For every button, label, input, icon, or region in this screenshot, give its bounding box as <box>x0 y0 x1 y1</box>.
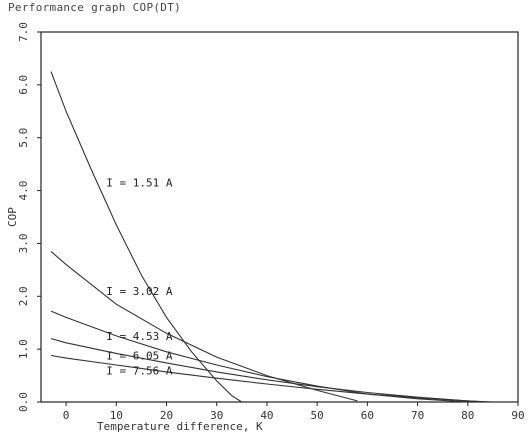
series-label-4: I = 6.05 A <box>106 349 173 362</box>
x-tick-label: 60 <box>361 409 374 422</box>
y-tick-label: 0.0 <box>17 392 30 412</box>
x-tick-label: 70 <box>411 409 424 422</box>
y-axis-label: COP <box>6 207 19 227</box>
chart-title: Performance graph COP(DT) <box>8 1 181 14</box>
x-tick-label: 30 <box>210 409 223 422</box>
series-label-1: I = 1.51 A <box>106 177 173 190</box>
y-tick-label: 1.0 <box>17 339 30 359</box>
y-tick-label: 4.0 <box>17 181 30 201</box>
x-axis: 0 10 20 30 40 50 60 70 80 90 <box>63 402 525 422</box>
series-label-3: I = 4.53 A <box>106 330 173 343</box>
x-tick-label: 50 <box>311 409 324 422</box>
y-axis: 0.0 1.0 2.0 3.0 4.0 5.0 6.0 7.0 <box>17 22 41 412</box>
x-tick-label: 90 <box>511 409 524 422</box>
x-tick-label: 10 <box>110 409 123 422</box>
x-tick-label: 40 <box>260 409 273 422</box>
series-labels: I = 1.51 A I = 3.02 A I = 4.53 A I = 6.05 A… <box>106 177 173 378</box>
series-label-5: I = 7.56 A <box>106 364 173 377</box>
series-line-2 <box>50 250 358 402</box>
series-line-1 <box>50 71 243 403</box>
series-label-2: I = 3.02 A <box>106 285 173 298</box>
y-tick-label: 5.0 <box>17 128 30 148</box>
x-tick-label: 20 <box>160 409 173 422</box>
x-tick-label: 0 <box>63 409 70 422</box>
series-line-5 <box>50 354 493 403</box>
series-curves <box>50 71 493 403</box>
x-tick-label: 80 <box>461 409 474 422</box>
x-axis-label: Temperature difference, K <box>97 420 263 433</box>
y-tick-label: 3.0 <box>17 233 30 253</box>
plot-frame <box>40 31 519 403</box>
y-tick-label: 6.0 <box>17 75 30 95</box>
y-tick-label: 2.0 <box>17 286 30 306</box>
y-tick-label: 7.0 <box>17 22 30 42</box>
